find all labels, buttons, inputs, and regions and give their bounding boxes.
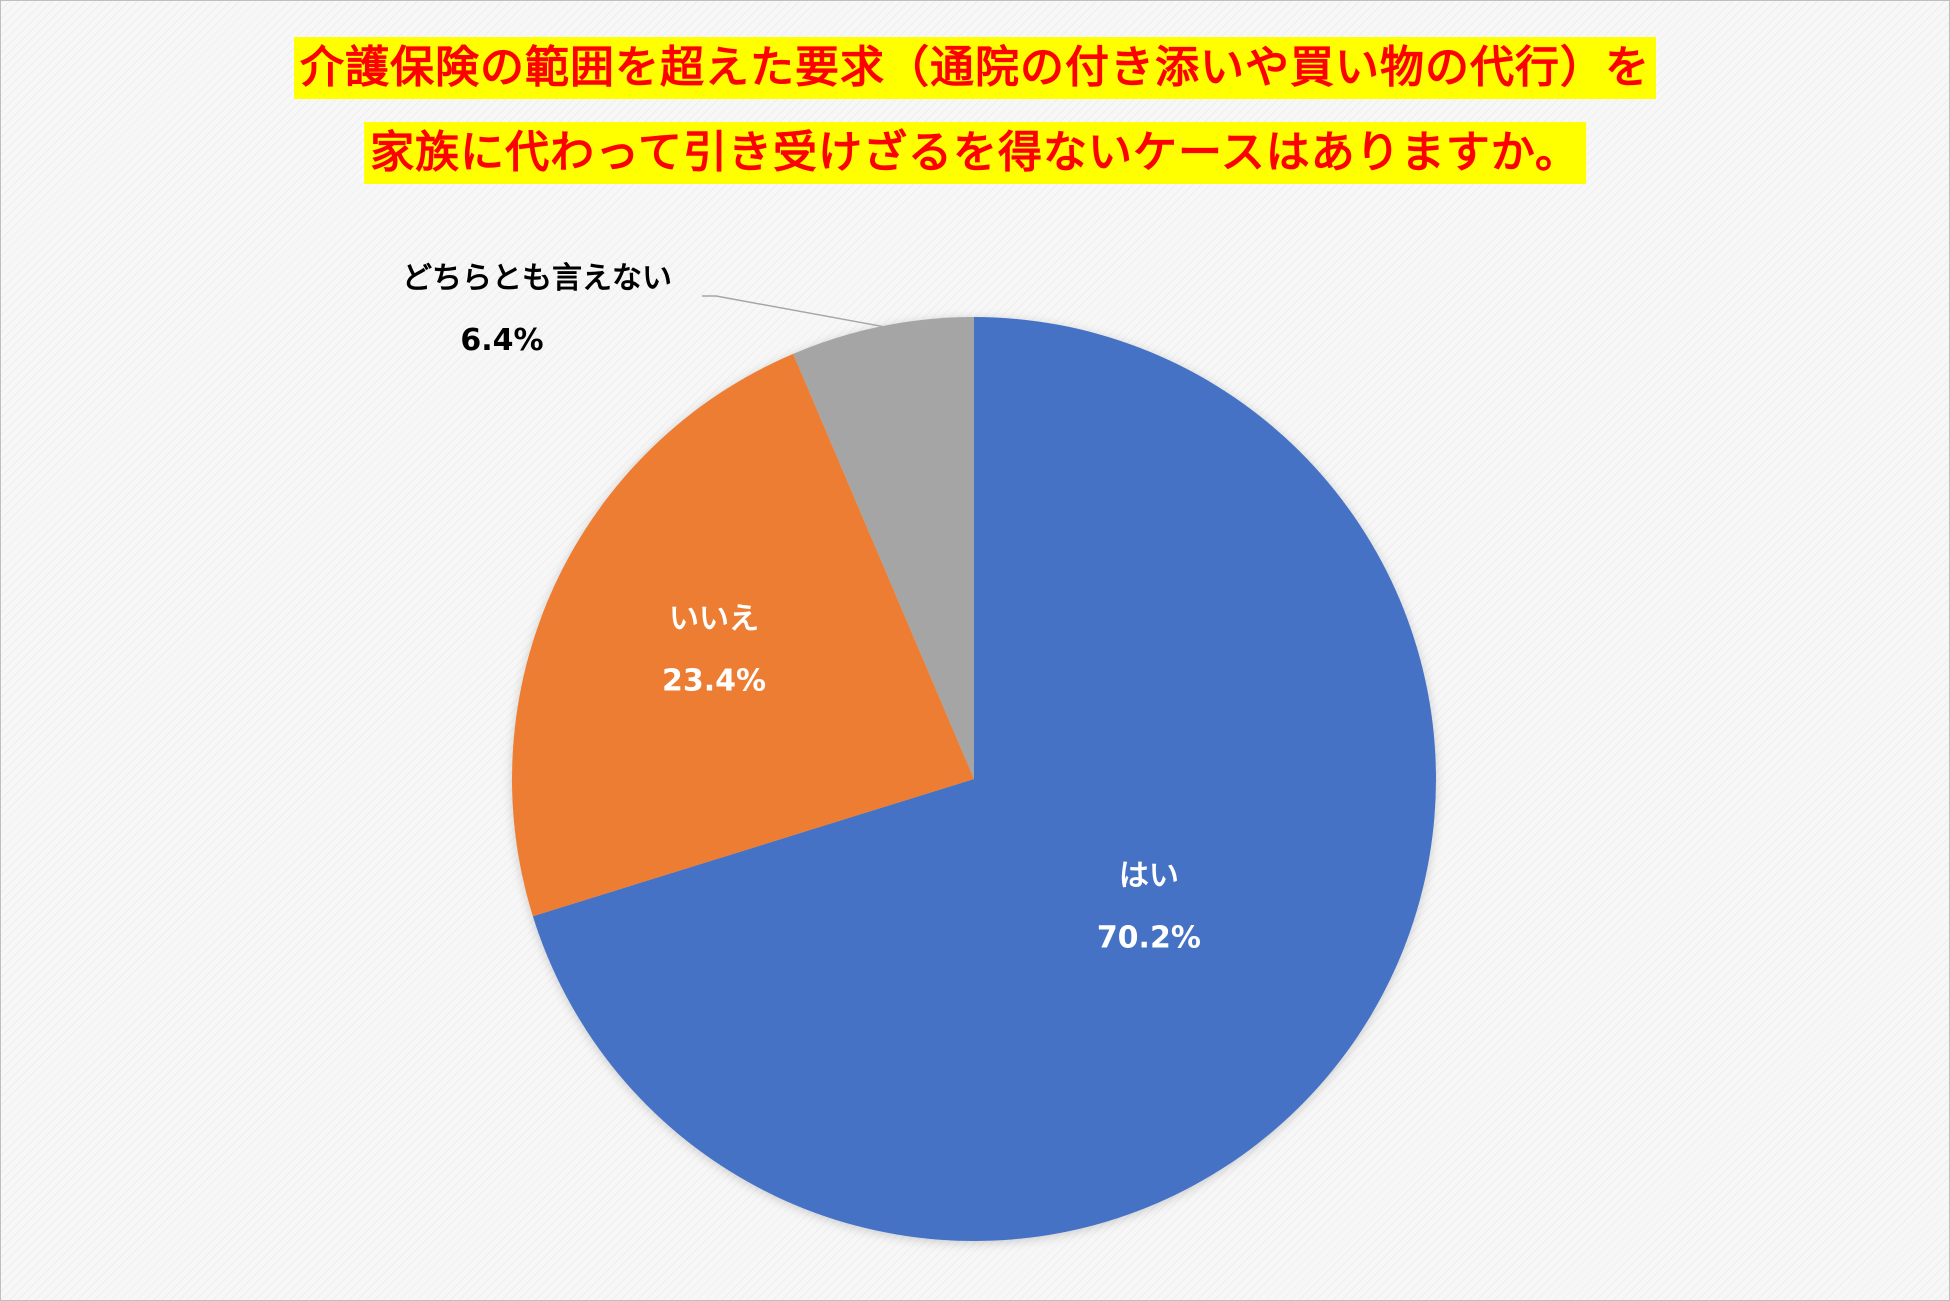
- pie-slice-yes: [532, 317, 1436, 1241]
- chart-title-line-2: 家族に代わって引き受けざるを得ないケースはありますか。: [364, 122, 1586, 184]
- chart-title-line-1: 介護保険の範囲を超えた要求（通院の付き添いや買い物の代行）を: [294, 37, 1656, 99]
- data-label-yes-value: 70.2%: [1097, 921, 1201, 956]
- pie-slice-no: [512, 353, 974, 917]
- pie-slice-neither: [793, 317, 974, 779]
- data-label-neither-value: 6.4%: [460, 323, 543, 358]
- leader-line-neither: [702, 295, 882, 328]
- data-label-no-value: 23.4%: [662, 664, 766, 699]
- data-label-neither-name: どちらとも言えない: [402, 261, 672, 296]
- data-label-yes-name: はい: [1119, 859, 1179, 894]
- data-label-no-name: いいえ: [669, 602, 759, 637]
- pie-slices: [512, 317, 1436, 1241]
